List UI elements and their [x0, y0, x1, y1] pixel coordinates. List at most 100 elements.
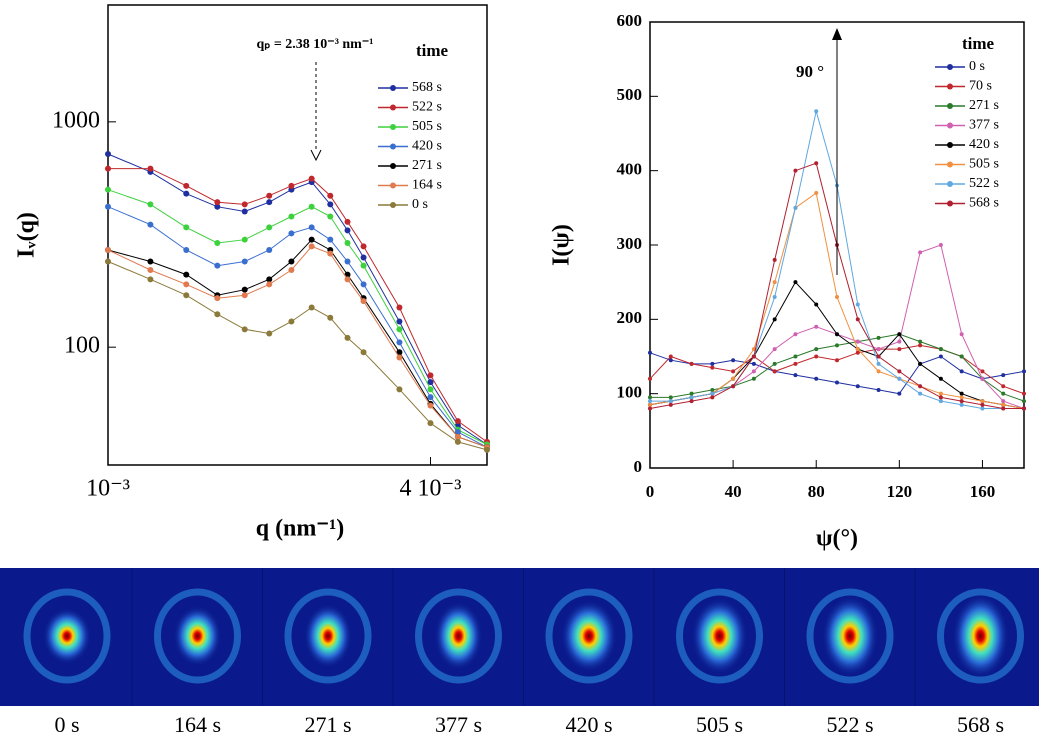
data-point — [814, 324, 819, 329]
data-point — [183, 190, 190, 197]
data-point — [344, 239, 351, 246]
data-point — [427, 372, 434, 379]
data-point — [980, 399, 985, 404]
legend-label: 420 s — [412, 139, 442, 154]
data-point — [938, 354, 943, 359]
data-point — [241, 201, 248, 208]
x-tick-label: 160 — [970, 482, 996, 501]
data-point — [710, 391, 715, 396]
data-point — [751, 369, 756, 374]
arrow-head — [832, 28, 842, 40]
data-point — [360, 281, 367, 288]
data-point — [835, 332, 839, 337]
y-tick-label: 300 — [617, 234, 643, 253]
detector-ring — [937, 588, 1024, 684]
data-point — [689, 361, 694, 366]
data-point — [855, 339, 860, 344]
detector-image — [822, 596, 878, 676]
data-point — [731, 376, 736, 381]
data-point — [835, 295, 839, 300]
data-point — [266, 276, 273, 283]
data-point — [327, 250, 334, 257]
data-point — [484, 446, 490, 453]
data-point — [344, 271, 351, 278]
detector-ring — [676, 588, 763, 684]
data-point — [959, 402, 964, 407]
x-axis-label: ψ(°) — [816, 526, 858, 552]
x-tick-label: 80 — [808, 482, 825, 501]
image-label: 420 s — [565, 712, 612, 737]
data-point — [214, 295, 221, 302]
data-point — [344, 334, 351, 341]
legend-label: 505 s — [969, 157, 999, 172]
data-point — [266, 192, 273, 199]
data-point — [835, 380, 839, 385]
data-point — [918, 361, 923, 366]
data-point — [751, 361, 756, 366]
image-label: 0 s — [54, 712, 79, 737]
data-point — [1022, 406, 1026, 411]
data-point — [327, 314, 334, 321]
data-point — [360, 262, 367, 269]
data-point — [897, 391, 902, 396]
data-point — [308, 236, 315, 243]
y-axis-label: I(ψ) — [549, 224, 575, 266]
data-point — [241, 292, 248, 299]
data-point — [938, 391, 943, 396]
legend-label: 522 s — [969, 176, 999, 191]
series-line — [107, 206, 488, 448]
data-point — [959, 399, 964, 404]
legend-marker — [390, 202, 396, 208]
detector-ring — [415, 588, 502, 684]
legend-marker — [390, 163, 396, 169]
annotation: qₚ = 2.38 10⁻³ nm⁻¹ — [257, 37, 374, 52]
series-line — [107, 239, 488, 448]
data-point — [214, 203, 221, 210]
data-point — [855, 384, 860, 389]
plot-frame — [107, 4, 488, 466]
data-point — [1001, 373, 1006, 378]
data-point — [710, 387, 715, 392]
data-point — [308, 224, 315, 231]
data-point — [980, 376, 985, 381]
y-tick-label: 100 — [617, 383, 643, 402]
data-point — [308, 203, 315, 210]
data-point — [454, 418, 461, 425]
data-point — [1001, 402, 1006, 407]
data-point — [396, 339, 403, 346]
data-point — [897, 332, 902, 337]
data-point — [427, 394, 434, 401]
data-point — [793, 205, 798, 210]
data-point — [427, 379, 434, 386]
data-point — [288, 258, 295, 265]
legend-label: 522 s — [412, 100, 442, 115]
data-point — [689, 399, 694, 404]
detector-ring — [154, 588, 241, 684]
data-point — [855, 350, 860, 355]
data-point — [288, 267, 295, 274]
legend-label: 420 s — [969, 137, 999, 152]
data-point — [344, 218, 351, 225]
data-point — [308, 243, 315, 250]
data-point — [648, 395, 652, 400]
data-point — [876, 347, 881, 352]
data-point — [360, 254, 367, 261]
data-point — [772, 280, 777, 285]
data-point — [835, 358, 839, 363]
data-point — [897, 369, 902, 374]
data-point — [959, 391, 964, 396]
data-point — [793, 361, 798, 366]
data-point — [668, 358, 673, 363]
legend-marker — [947, 161, 953, 168]
data-point — [648, 376, 652, 381]
y-tick-label: 200 — [617, 308, 643, 327]
data-point — [266, 281, 273, 288]
data-point — [772, 361, 777, 366]
data-point — [241, 286, 248, 293]
image-label: 568 s — [957, 712, 1004, 737]
data-point — [710, 361, 715, 366]
data-point — [288, 213, 295, 220]
data-point — [668, 402, 673, 407]
legend-title: time — [416, 41, 449, 60]
